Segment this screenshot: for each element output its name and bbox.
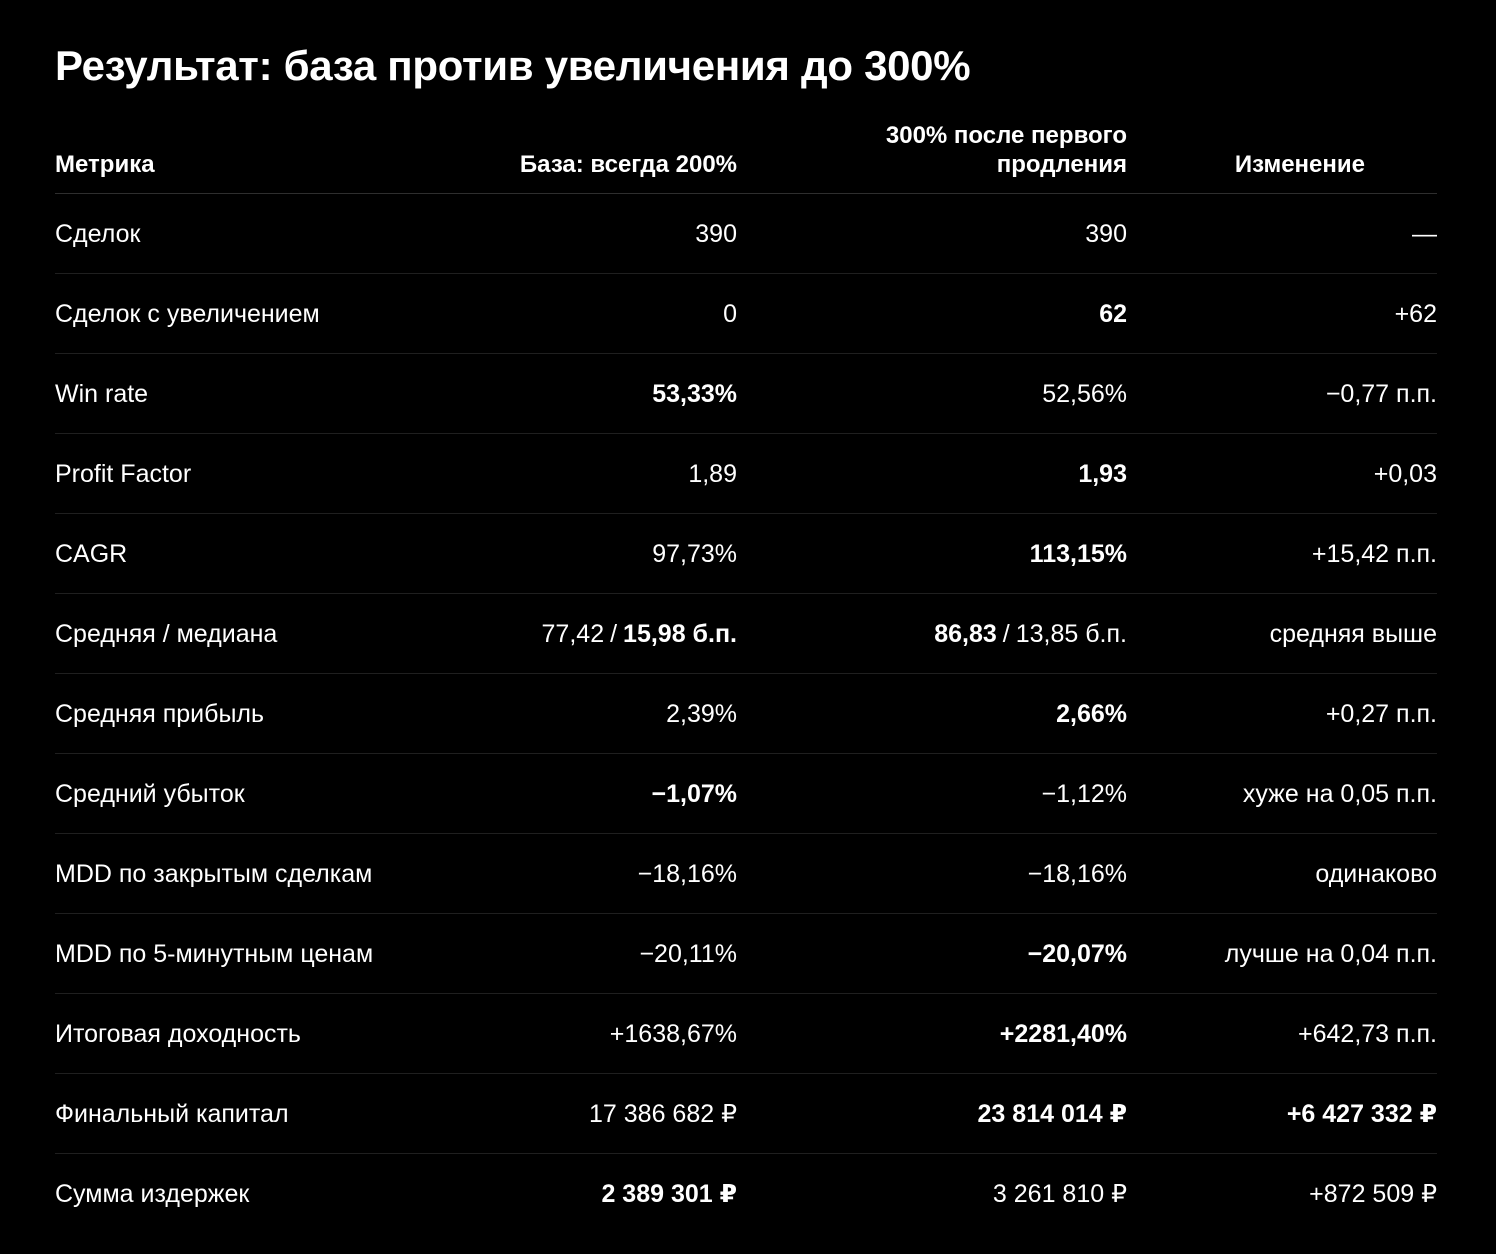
table-row: Средний убыток −1,07% −1,12% хуже на 0,0… [55, 754, 1437, 834]
table-row: Итоговая доходность +1638,67% +2281,40% … [55, 994, 1437, 1074]
boost-value-cell: +2281,40% [999, 1019, 1127, 1048]
base-value-cell: 390 [695, 219, 737, 248]
column-header-boost-line1: 300% после первого [885, 122, 1127, 149]
table-row: Profit Factor 1,89 1,93 +0,03 [55, 434, 1437, 514]
metric-cell: Финальный капитал [55, 1099, 289, 1128]
table-row: Сумма издержек 2 389 301 ₽ 3 261 810 ₽ +… [55, 1154, 1437, 1234]
table-row: MDD по закрытым сделкам −18,16% −18,16% … [55, 834, 1437, 914]
metric-cell: Средний убыток [55, 779, 245, 808]
metric-cell: MDD по 5-минутным ценам [55, 939, 374, 968]
metric-cell: Сделок с увеличением [55, 299, 320, 328]
boost-value-cell: 3 261 810 ₽ [992, 1180, 1127, 1208]
comparison-table: Метрика База: всегда 200% 300% после пер… [55, 112, 1437, 1234]
boost-median-value: 13,85 б.п. [1015, 619, 1127, 648]
base-value-cell: 2,39% [666, 699, 737, 728]
base-value-cell: 2 389 301 ₽ [601, 1180, 737, 1208]
boost-value-cell: 86,83/13,85 б.п. [737, 594, 1127, 673]
change-value-cell: лучше на 0,04 п.п. [1224, 939, 1437, 968]
change-value-cell: +872 509 ₽ [1309, 1180, 1437, 1208]
change-value-cell: хуже на 0,05 п.п. [1242, 779, 1437, 808]
base-value-cell: 53,33% [652, 379, 737, 408]
change-value-cell: средняя выше [1269, 619, 1437, 648]
table-row: Средняя прибыль 2,39% 2,66% +0,27 п.п. [55, 674, 1437, 754]
page-title: Результат: база против увеличения до 300… [55, 42, 971, 89]
column-header-base: База: всегда 200% [519, 151, 737, 178]
boost-value-cell: 23 814 014 ₽ [977, 1099, 1127, 1128]
slash-separator: / [610, 619, 618, 648]
base-value-cell: 1,89 [688, 459, 737, 488]
change-value-cell: +6 427 332 ₽ [1286, 1099, 1437, 1128]
base-mean-value: 77,42 [541, 619, 605, 648]
change-value-cell: +642,73 п.п. [1298, 1019, 1437, 1048]
boost-value-cell: 390 [1085, 219, 1127, 248]
table-row: CAGR 97,73% 113,15% +15,42 п.п. [55, 514, 1437, 594]
table-row: Сделок с увеличением 0 62 +62 [55, 274, 1437, 354]
metric-cell: CAGR [55, 539, 128, 568]
table-row: Средняя / медиана 77,42/15,98 б.п. 86,83… [55, 594, 1437, 674]
boost-value-cell: −18,16% [1027, 859, 1127, 888]
table-row: Сделок 390 390 — [55, 194, 1437, 274]
metric-cell: Win rate [55, 379, 149, 408]
table-row: MDD по 5-минутным ценам −20,11% −20,07% … [55, 914, 1437, 994]
metric-cell: Средняя прибыль [55, 699, 265, 728]
boost-value-cell: −20,07% [1027, 939, 1127, 968]
base-value-cell: +1638,67% [609, 1019, 737, 1048]
base-value-cell: −1,07% [651, 779, 738, 808]
column-header-boost: 300% после первого продления [737, 112, 1127, 193]
base-value-cell: 17 386 682 ₽ [589, 1099, 737, 1128]
change-value-cell: +0,27 п.п. [1325, 699, 1437, 728]
base-value-cell: 97,73% [652, 539, 737, 568]
metric-cell: Сумма издержек [55, 1180, 250, 1208]
boost-value-cell: −1,12% [1041, 779, 1128, 808]
boost-value-cell: 62 [1099, 299, 1127, 328]
column-header-change: Изменение [1234, 151, 1365, 178]
change-value-cell: +15,42 п.п. [1311, 539, 1437, 568]
metric-cell: Средняя / медиана [55, 619, 278, 648]
column-header-metric: Метрика [55, 151, 155, 178]
change-value-cell: — [1412, 219, 1437, 248]
metric-cell: Сделок [55, 219, 141, 248]
metric-cell: Profit Factor [55, 459, 192, 488]
base-value-cell: 0 [723, 299, 737, 328]
column-header-boost-line2: продления [996, 151, 1127, 178]
metric-cell: MDD по закрытым сделкам [55, 859, 373, 888]
boost-mean-value: 86,83 [934, 619, 997, 648]
slash-separator: / [1002, 619, 1010, 648]
base-value-cell: −18,16% [637, 859, 737, 888]
table-row: Win rate 53,33% 52,56% −0,77 п.п. [55, 354, 1437, 434]
change-value-cell: одинаково [1315, 859, 1437, 888]
boost-value-cell: 113,15% [1029, 539, 1127, 568]
boost-value-cell: 2,66% [1056, 699, 1127, 728]
base-value-cell: −20,11% [639, 939, 737, 968]
table-row: Финальный капитал 17 386 682 ₽ 23 814 01… [55, 1074, 1437, 1154]
change-value-cell: −0,77 п.п. [1325, 379, 1437, 408]
change-value-cell: +0,03 [1373, 459, 1437, 488]
change-value-cell: +62 [1394, 299, 1437, 328]
table-header-row: Метрика База: всегда 200% 300% после пер… [55, 112, 1437, 194]
boost-value-cell: 1,93 [1078, 459, 1127, 488]
base-value-cell: 77,42/15,98 б.п. [495, 594, 737, 673]
base-median-value: 15,98 б.п. [623, 619, 737, 648]
metric-cell: Итоговая доходность [55, 1019, 301, 1048]
boost-value-cell: 52,56% [1042, 379, 1127, 408]
